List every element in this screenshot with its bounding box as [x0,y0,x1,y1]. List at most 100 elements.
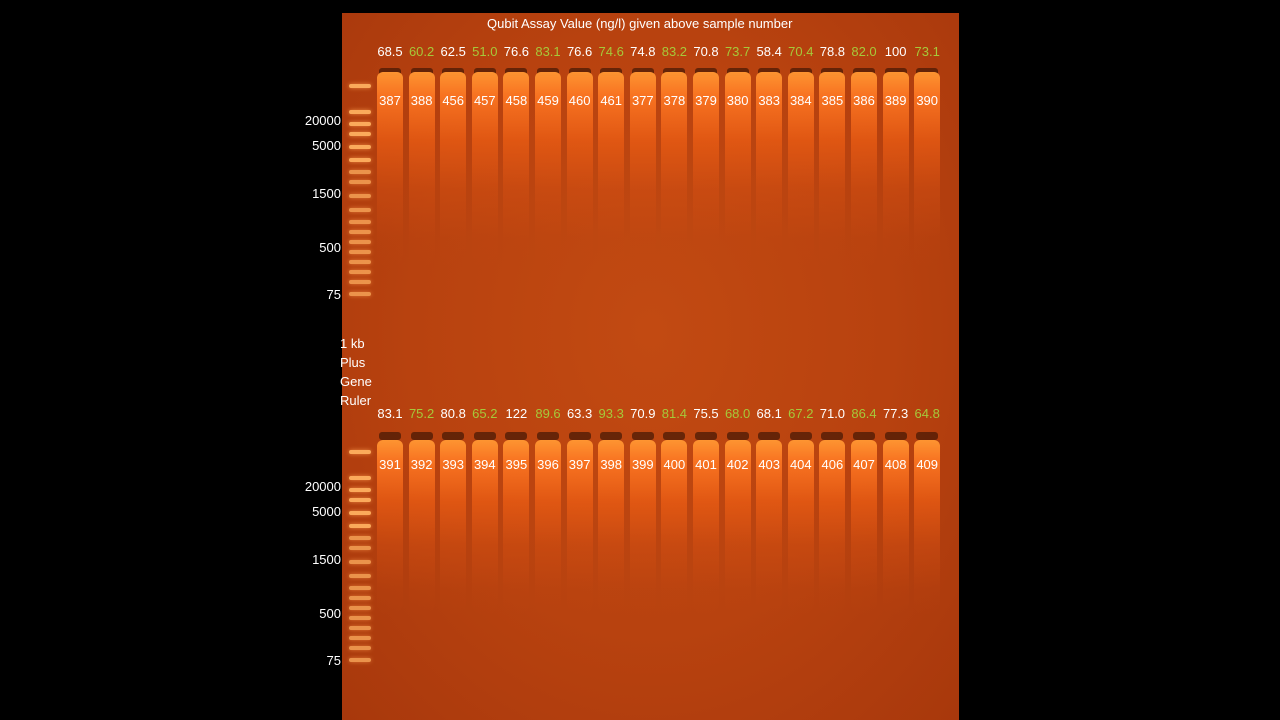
sample-number: 403 [758,457,781,472]
sample-number: 395 [505,457,528,472]
sample-number: 393 [442,457,465,472]
sample-number: 380 [726,93,749,108]
qubit-value: 93.3 [598,406,624,421]
qubit-value: 122 [505,406,528,421]
sample-number: 408 [884,457,907,472]
sample-lane [724,440,751,615]
sample-lane [914,440,941,615]
ladder-marker-label: 5000 [312,138,341,153]
qubit-value: 75.5 [693,406,719,421]
sample-number: 458 [505,93,528,108]
sample-number: 377 [631,93,654,108]
ladder-band [349,606,371,610]
ladder-band [349,616,371,620]
sample-lane [440,72,467,267]
qubit-value: 71.0 [819,406,846,421]
sample-number: 394 [473,457,496,472]
ladder-band [349,546,371,550]
qubit-value: 86.4 [851,406,877,421]
sample-lane [471,440,498,615]
qubit-value: 83.2 [661,44,688,59]
ladder-band [349,170,371,174]
sample-lane [598,440,625,615]
gel-well [379,432,401,440]
ladder-name-line: Gene [340,374,372,389]
sample-lane [693,440,719,615]
qubit-value: 70.4 [788,44,814,59]
ladder-band [349,476,371,480]
ladder-name-line: Ruler [340,393,372,408]
qubit-value: 63.3 [566,406,593,421]
sample-lane [851,440,877,615]
sample-number: 400 [663,457,686,472]
ladder-marker-label: 1500 [312,552,341,567]
ladder-band [349,122,371,126]
ladder-band [349,658,371,662]
sample-number: 404 [789,457,812,472]
gel-well [631,432,654,440]
sample-lane [787,72,814,267]
sample-lane [693,72,719,267]
ladder-band [349,270,371,274]
qubit-value: 80.8 [440,406,466,421]
qubit-value: 51.0 [472,44,498,59]
sample-lane [724,72,751,267]
sample-number: 460 [568,93,591,108]
sample-lane [756,440,783,615]
ladder-band [349,524,371,528]
ladder-name: 1 kb Plus Gene Ruler [340,334,372,410]
qubit-value: 73.1 [914,44,940,59]
sample-lane [851,72,877,267]
ladder-band [349,230,371,234]
sample-number: 392 [410,457,433,472]
ladder-band [349,646,371,650]
ladder-band [349,145,371,149]
sample-lane [408,440,435,615]
gel-well [758,432,781,440]
qubit-value: 68.1 [756,406,782,421]
ladder-marker-label: 500 [319,240,341,255]
sample-lane [756,72,783,267]
qubit-value: 68.5 [377,44,403,59]
qubit-value: 62.5 [440,44,466,59]
sample-number: 398 [600,457,623,472]
ladder-band [349,158,371,162]
qubit-value: 58.4 [756,44,782,59]
ladder-band [349,498,371,502]
qubit-value: 81.4 [661,406,688,421]
ladder-band [349,488,371,492]
sample-number: 379 [695,93,717,108]
qubit-value: 78.8 [819,44,846,59]
ladder-band [349,208,371,212]
sample-lane [440,440,467,615]
ladder-band [349,132,371,136]
sample-lane [408,72,435,267]
ladder-band [349,560,371,564]
qubit-value: 76.6 [503,44,530,59]
gel-well [410,432,433,440]
sample-number: 457 [473,93,496,108]
sample-number: 383 [758,93,781,108]
sample-number: 378 [663,93,686,108]
ladder-band [349,84,371,88]
gel-well [473,432,496,440]
qubit-value: 74.8 [630,44,656,59]
qubit-value: 83.1 [377,406,403,421]
qubit-value: 83.1 [535,44,561,59]
sample-lane [566,440,593,615]
ladder-lane [349,70,371,310]
ladder-band [349,220,371,224]
gel-title: Qubit Assay Value (ng/l) given above sam… [487,16,793,31]
sample-lane [629,72,656,267]
ladder-marker-label: 20000 [304,113,341,128]
ladder-marker-label: 500 [319,606,341,621]
gel-well [537,432,559,440]
sample-number: 386 [853,93,875,108]
ladder-band [349,250,371,254]
ladder-band [349,280,371,284]
gel-well [884,432,907,440]
qubit-value: 70.9 [630,406,656,421]
gel-well [821,432,844,440]
sample-number: 406 [821,457,844,472]
sample-lane [377,72,403,267]
